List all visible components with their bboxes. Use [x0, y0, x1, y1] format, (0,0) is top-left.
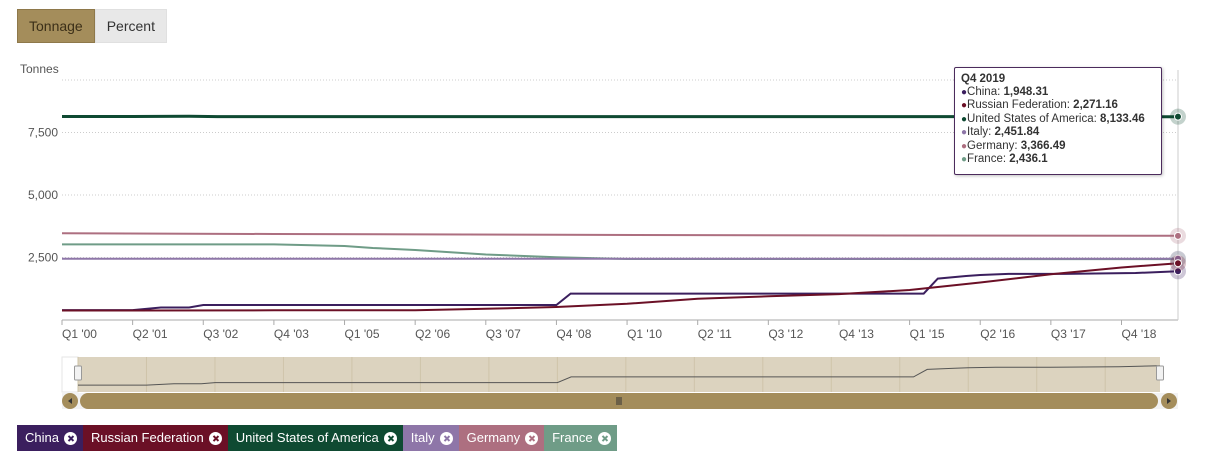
tooltip-row: ●China: 1,948.31 — [961, 86, 1049, 98]
legend-chip-france[interactable]: France — [544, 425, 617, 451]
tonnage-button[interactable]: Tonnage — [17, 9, 95, 43]
legend-label: France — [552, 430, 593, 445]
series-point-germany[interactable] — [1174, 231, 1182, 240]
navigator[interactable] — [61, 356, 1178, 409]
x-tick-label: Q2 '11 — [698, 327, 732, 341]
series-line-france[interactable] — [62, 243, 1179, 261]
series-dot-icon: ● — [961, 100, 968, 112]
x-tick-label: Q1 '10 — [627, 327, 662, 341]
tooltip-series-name: United States of America — [967, 112, 1094, 125]
x-tick-label: Q3 '12 — [768, 327, 803, 341]
tooltip-series-value: 1,948.31 — [1003, 86, 1049, 98]
tooltip-series-value: 3,366.49 — [1020, 139, 1066, 152]
remove-icon[interactable] — [439, 431, 453, 445]
x-tick-label: Q3 '07 — [486, 327, 521, 341]
navigator-selection[interactable] — [78, 357, 1160, 392]
navigator-handle-left[interactable] — [74, 365, 82, 381]
legend: China Russian Federation United States of … — [17, 425, 617, 451]
series-dot-icon: ● — [961, 87, 968, 98]
tooltip-row: ●Germany: 3,366.49 — [961, 139, 1066, 152]
legend-chip-united-states-of-america[interactable]: United States of America — [227, 425, 403, 451]
scroll-grip-icon — [616, 397, 622, 405]
tooltip-series-value: 8,133.46 — [1100, 112, 1145, 125]
remove-icon[interactable] — [383, 431, 397, 445]
series-dot-icon: ● — [961, 127, 968, 139]
tooltip-series-name: Russian Federation — [967, 99, 1067, 112]
x-tick-label: Q3 '17 — [1051, 327, 1086, 341]
y-axis-title: Tonnes — [20, 62, 59, 76]
series-line-germany[interactable] — [61, 232, 1179, 237]
legend-chip-russian-federation[interactable]: Russian Federation — [82, 425, 228, 451]
tooltip-row: ●Russian Federation: 2,271.16 — [961, 99, 1118, 112]
tooltip-series-name: France — [967, 153, 1003, 166]
legend-chip-china[interactable]: China — [17, 425, 83, 451]
x-tick-label: Q4 '03 — [274, 327, 309, 341]
remove-icon[interactable] — [597, 431, 611, 445]
x-tick-label: Q2 '01 — [133, 327, 168, 341]
series-dot-icon: ● — [961, 154, 968, 166]
x-tick-label: Q1 '05 — [345, 327, 380, 341]
y-tick-label: 5,000 — [28, 188, 58, 202]
x-tick-label: Q1 '15 — [910, 327, 945, 341]
arrow-right-icon-glyph — [1167, 398, 1171, 404]
view-toggle: Tonnage Percent — [17, 9, 167, 43]
legend-chip-germany[interactable]: Germany — [458, 425, 545, 451]
legend-label: Italy — [410, 430, 435, 445]
y-tick-label: 7,500 — [28, 126, 58, 140]
legend-chip-italy[interactable]: Italy — [402, 425, 459, 451]
tooltip-series-name: China — [967, 86, 998, 98]
tooltip-series-value: 2,271.16 — [1073, 99, 1118, 112]
tooltip-series-name: Italy — [967, 126, 989, 139]
x-tick-label: Q4 '18 — [1121, 327, 1156, 341]
x-tick-label: Q4 '13 — [839, 327, 874, 341]
navigator-handle-right[interactable] — [1156, 365, 1164, 381]
legend-label: Russian Federation — [90, 430, 204, 445]
remove-icon[interactable] — [208, 431, 222, 445]
tooltip-row: ●United States of America: 8,133.46 — [961, 112, 1145, 125]
legend-label: Germany — [466, 430, 521, 445]
percent-button[interactable]: Percent — [94, 9, 167, 43]
series-point-china[interactable] — [1174, 267, 1182, 276]
legend-label: United States of America — [235, 430, 379, 445]
x-tick-label: Q2 '06 — [415, 327, 450, 341]
tooltip-row: ●France: 2,436.1 — [961, 153, 1048, 166]
arrow-left-icon-glyph — [68, 398, 72, 404]
x-tick-label: Q3 '02 — [203, 327, 238, 341]
series-point-united-states-of-america[interactable] — [1174, 112, 1182, 121]
tooltip-series-name: Germany — [967, 139, 1015, 152]
tooltip-series-value: 2,436.1 — [1009, 153, 1048, 166]
x-tick-label: Q1 '00 — [62, 327, 97, 341]
series-point-russian-federation[interactable] — [1174, 259, 1182, 268]
tooltip-series-value: 2,451.84 — [994, 126, 1040, 139]
navigator-series — [78, 365, 1161, 386]
gold-reserves-chart: Tonnes 2,500 5,000 7,500 Q1 '00 Q2 '01 Q3 '0… — [20, 62, 1186, 409]
x-tick-label: Q4 '08 — [556, 327, 591, 341]
x-tick-label: Q2 '16 — [980, 327, 1015, 341]
tooltip-title: Q4 2019 — [961, 73, 1006, 85]
series-dot-icon: ● — [961, 140, 968, 152]
remove-icon[interactable] — [63, 431, 77, 445]
tooltip: Q4 2019 ●China: 1,948.31 ●Russian Federat… — [954, 67, 1162, 175]
y-tick-label: 2,500 — [28, 251, 58, 265]
legend-label: China — [25, 430, 59, 445]
remove-icon[interactable] — [525, 431, 539, 445]
series-line-russian-federation[interactable] — [62, 262, 1179, 312]
tooltip-row: ●Italy: 2,451.84 — [961, 126, 1040, 139]
series-dot-icon: ● — [961, 113, 968, 125]
